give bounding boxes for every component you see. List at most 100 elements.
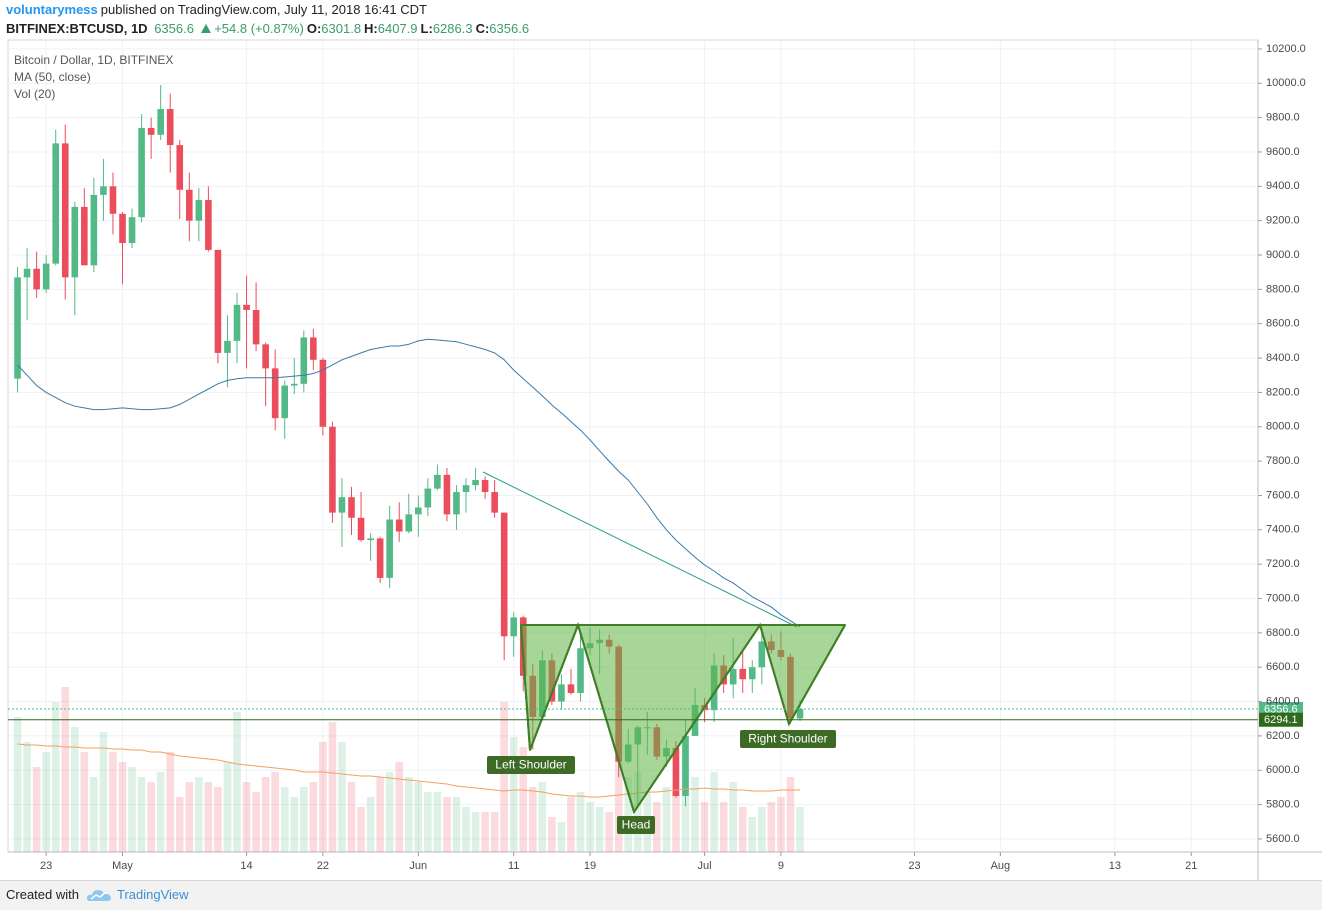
y-tick-label: 7200.0 — [1266, 558, 1300, 570]
volume-bar — [319, 742, 327, 852]
candle-body — [81, 206, 88, 266]
author[interactable]: voluntarymess — [6, 2, 98, 17]
ohlc-value: 6407.9 — [377, 21, 418, 36]
candle-body — [243, 304, 250, 310]
candle-body — [329, 426, 336, 513]
y-tick-label: 6000.0 — [1266, 764, 1300, 776]
volume-bar — [567, 797, 575, 852]
x-tick-label: May — [112, 860, 133, 872]
volume-bar — [99, 732, 108, 852]
volume-bar — [548, 817, 556, 852]
candle-body — [424, 488, 432, 508]
volume-bar — [309, 782, 318, 852]
candle-body — [729, 668, 737, 685]
volume-bar — [347, 782, 356, 852]
candle-body — [558, 684, 565, 702]
volume-bar — [80, 752, 89, 852]
ohlc-value: 6356.6 — [489, 21, 530, 36]
volume-bar — [300, 787, 308, 852]
change: +54.8 (+0.87%) — [214, 21, 304, 36]
footer: Created with TradingView — [0, 880, 1322, 910]
x-tick-label: 19 — [584, 860, 596, 872]
y-tick-label: 9000.0 — [1266, 249, 1300, 261]
y-tick-label: 7600.0 — [1266, 489, 1300, 501]
price-label: 6356.6 — [1264, 703, 1298, 715]
candle-body — [481, 480, 489, 493]
volume-bar — [691, 777, 699, 852]
candle-body — [281, 385, 289, 419]
x-tick-label: Aug — [991, 860, 1011, 872]
indicator-lines — [17, 338, 801, 798]
volume-bar — [328, 722, 337, 852]
volume-bar — [767, 802, 776, 852]
candle-body — [214, 249, 222, 353]
volume-bar — [271, 772, 279, 852]
annotation-label: Head — [622, 818, 651, 832]
candle-body — [491, 492, 498, 513]
volume-bar — [738, 807, 747, 852]
volume-bar — [376, 777, 384, 852]
brand[interactable]: TradingView — [117, 887, 189, 902]
volume-bar — [777, 797, 785, 852]
y-tick-label: 10200.0 — [1266, 43, 1306, 55]
candle-body — [138, 127, 145, 218]
y-tick-label: 10000.0 — [1266, 77, 1306, 89]
volume-bar — [366, 797, 375, 852]
annotation-label: Right Shoulder — [748, 732, 827, 746]
candle-body — [262, 344, 269, 369]
candle-body — [52, 143, 60, 264]
annotation-box — [617, 816, 655, 834]
y-tick-label: 9400.0 — [1266, 180, 1300, 192]
x-tick-label: 23 — [40, 860, 52, 872]
candle-body — [119, 213, 126, 243]
volume-bar — [290, 797, 299, 852]
x-tick-label: 13 — [1109, 860, 1121, 872]
candle-body — [443, 474, 451, 515]
volume-bar — [42, 752, 50, 852]
volume-bar — [605, 812, 613, 852]
volume-bar — [118, 762, 127, 852]
ohlc-label: H: — [364, 21, 378, 36]
volume-bar — [128, 767, 136, 852]
volume-pane — [13, 687, 804, 852]
volume-bar — [443, 797, 451, 852]
volume-bar — [500, 702, 508, 852]
x-tick-label: Jun — [409, 860, 427, 872]
symbol: BITFINEX:BTCUSD, 1D — [6, 21, 148, 36]
volume-bar — [576, 792, 585, 852]
volume-bar — [700, 802, 709, 852]
candle-body — [357, 517, 365, 541]
y-tick-label: 6800.0 — [1266, 627, 1300, 639]
volume-bar — [23, 742, 31, 852]
volume-bar — [509, 737, 518, 852]
volume-bar — [452, 797, 461, 852]
volume-bar — [338, 742, 346, 852]
candle-body — [567, 684, 575, 693]
volume-bar — [385, 772, 394, 852]
volume-bar — [13, 717, 22, 852]
ohlc-value: 6286.3 — [432, 21, 473, 36]
created-with: Created with — [6, 887, 79, 902]
candle-body — [109, 186, 117, 214]
publish-line: voluntarymess published on TradingView.co… — [6, 2, 430, 17]
volume-bar — [471, 812, 480, 852]
volume-bar — [595, 807, 604, 852]
volume-bar — [414, 782, 423, 852]
volume-bar — [233, 712, 241, 852]
volume-bar — [357, 807, 365, 852]
volume-bar — [70, 727, 79, 852]
candle-body — [90, 194, 98, 266]
x-tick-label: 21 — [1185, 860, 1197, 872]
candle-body — [33, 268, 40, 290]
annotation-box — [740, 730, 836, 748]
volume-bar — [223, 762, 232, 852]
candle-body — [166, 109, 174, 146]
y-tick-label: 7000.0 — [1266, 592, 1300, 604]
candle-body — [176, 145, 184, 190]
volume-bar — [462, 807, 470, 852]
candle-body — [61, 143, 69, 278]
y-tick-label: 9200.0 — [1266, 215, 1300, 227]
y-tick-label: 9800.0 — [1266, 112, 1300, 124]
ohlc-label: L: — [420, 21, 433, 36]
